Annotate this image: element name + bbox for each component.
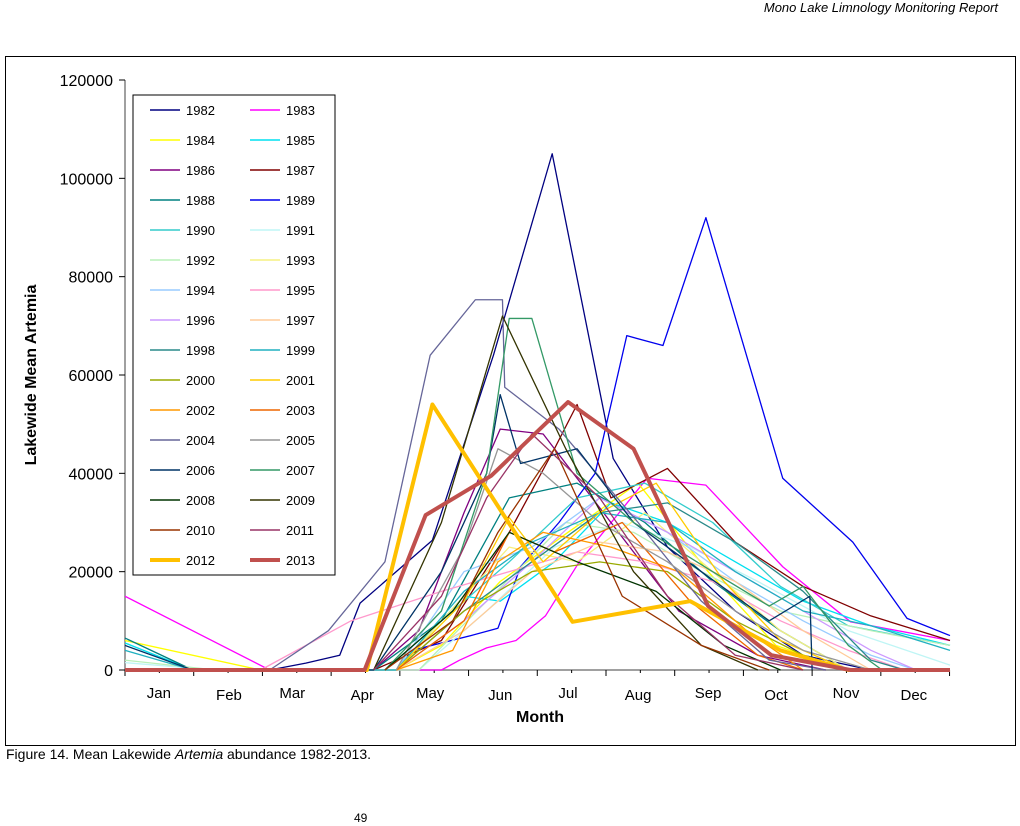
- x-axis-title: Month: [516, 709, 564, 726]
- caption-italic: Artemia: [174, 746, 224, 762]
- legend-label-2009: 2009: [286, 493, 315, 508]
- legend-label-2008: 2008: [186, 493, 215, 508]
- legend-label-1992: 1992: [186, 253, 215, 268]
- legend-label-1993: 1993: [286, 253, 315, 268]
- legend-label-2005: 2005: [286, 433, 315, 448]
- legend-label-1994: 1994: [186, 283, 215, 298]
- x-tick-label: Feb: [216, 687, 242, 704]
- y-tick-label: 0: [104, 663, 113, 680]
- report-header: Mono Lake Limnology Monitoring Report: [763, 0, 998, 15]
- y-tick-label: 40000: [69, 466, 114, 483]
- chart-frame: [5, 56, 1016, 746]
- legend-label-1991: 1991: [286, 223, 315, 238]
- series-line-2000: [395, 561, 849, 671]
- y-tick-label: 20000: [69, 565, 114, 582]
- x-tick-label: Aug: [625, 687, 652, 704]
- legend-label-2003: 2003: [286, 403, 315, 418]
- legend-label-2013: 2013: [286, 553, 315, 568]
- x-tick-label: Mar: [279, 685, 305, 702]
- legend-label-1986: 1986: [186, 163, 215, 178]
- legend-label-1989: 1989: [286, 193, 315, 208]
- x-tick-label: Nov: [833, 685, 860, 702]
- y-tick-label: 120000: [60, 73, 113, 90]
- y-tick-label: 60000: [69, 368, 114, 385]
- legend-label-1998: 1998: [186, 343, 215, 358]
- series-line-1995: [260, 551, 906, 671]
- x-tick-label: Jun: [488, 687, 512, 704]
- series-line-1998: [395, 502, 905, 671]
- series-line-1983: [124, 477, 951, 671]
- legend-box: [132, 94, 336, 576]
- series-line-2010: [384, 448, 770, 671]
- series-line-1997: [395, 541, 872, 671]
- legend-label-2001: 2001: [286, 373, 315, 388]
- legend-label-1984: 1984: [186, 133, 215, 148]
- y-tick-label: 80000: [69, 270, 114, 287]
- series-line-2002: [396, 531, 804, 671]
- legend-label-2010: 2010: [186, 523, 215, 538]
- series-line-2003: [395, 521, 804, 671]
- legend-label-2011: 2011: [286, 523, 314, 538]
- legend-label-1983: 1983: [286, 103, 315, 118]
- legend-label-2007: 2007: [286, 463, 315, 478]
- x-tick-label: May: [416, 685, 445, 702]
- page-number: 49: [354, 811, 368, 825]
- caption-prefix: Figure 14. Mean Lakewide: [6, 746, 175, 762]
- legend-label-2004: 2004: [186, 433, 215, 448]
- series-line-1987: [373, 403, 951, 671]
- legend-label-1999: 1999: [286, 343, 315, 358]
- x-tick-label: Dec: [900, 687, 927, 704]
- legend-label-2012: 2012: [186, 553, 215, 568]
- legend-label-1982: 1982: [186, 103, 215, 118]
- x-tick-label: Apr: [351, 687, 374, 704]
- legend-label-1997: 1997: [286, 313, 315, 328]
- series-line-2005: [395, 448, 872, 671]
- legend-label-1987: 1987: [286, 163, 315, 178]
- legend-label-1985: 1985: [286, 133, 315, 148]
- x-tick-label: Jan: [147, 685, 171, 702]
- series-line-1982: [269, 153, 872, 671]
- x-tick-label: Sep: [695, 685, 722, 702]
- series-line-2011: [373, 433, 804, 671]
- legend-label-1990: 1990: [186, 223, 215, 238]
- series-line-2007: [384, 317, 883, 671]
- x-tick-label: Jul: [558, 685, 577, 702]
- legend-label-2002: 2002: [186, 403, 215, 418]
- legend-label-2006: 2006: [186, 463, 215, 478]
- x-tick-label: Oct: [764, 687, 788, 704]
- figure-caption: Figure 14. Mean Lakewide Artemia abundan…: [6, 746, 371, 762]
- legend-label-1996: 1996: [186, 313, 215, 328]
- series-line-2013: [125, 400, 950, 672]
- y-axis-title: Lakewide Mean Artemia: [23, 285, 40, 466]
- caption-suffix: abundance 1982-2013.: [223, 746, 372, 762]
- series-line-1989: [411, 217, 951, 651]
- legend-label-2000: 2000: [186, 373, 215, 388]
- legend-label-1988: 1988: [186, 193, 215, 208]
- series-line-1986: [373, 428, 826, 671]
- legend-label-1995: 1995: [286, 283, 315, 298]
- y-tick-label: 100000: [60, 171, 113, 188]
